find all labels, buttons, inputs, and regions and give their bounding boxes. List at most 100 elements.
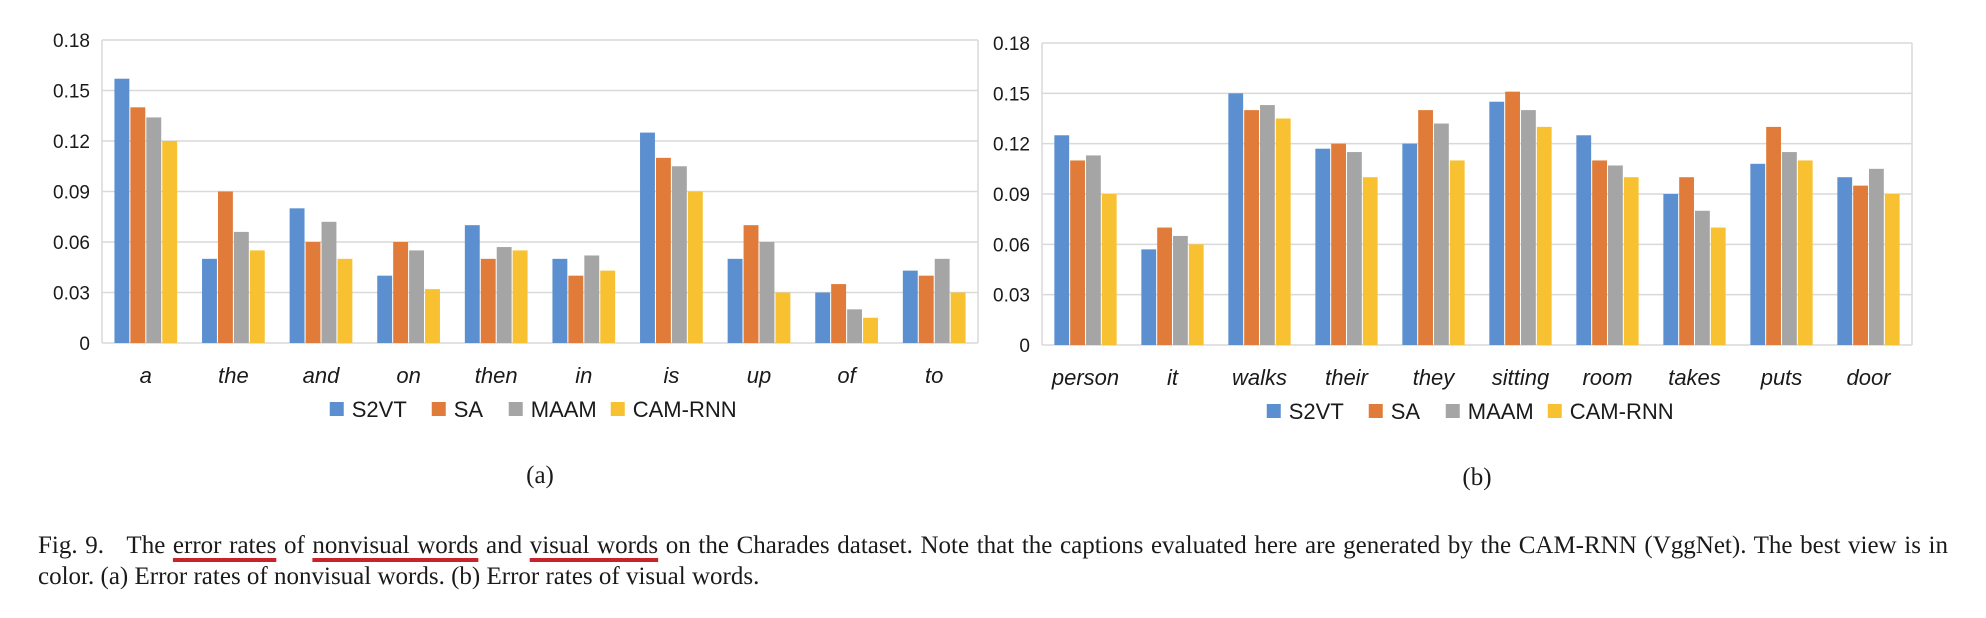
bar-s2vt-takes (1663, 194, 1679, 345)
x-category-label: on (396, 363, 420, 388)
bar-maam-their (1347, 152, 1362, 345)
x-category-label: a (140, 363, 152, 388)
bar-sa-in (568, 275, 584, 343)
x-category-label: puts (1760, 365, 1803, 390)
bar-sa-sitting (1505, 91, 1520, 346)
bar-maam-to (934, 258, 950, 343)
legend-label-cam-rnn: CAM-RNN (1570, 399, 1674, 424)
legend-swatch-cam-rnn (610, 402, 625, 416)
chart-panel-b: 0 0.03 0.06 0.09 0.12 0.15 0.18 person it walks th… (993, 34, 1913, 491)
bar-s2vt-to (902, 270, 918, 343)
bar-sa-they (1418, 110, 1433, 345)
bar-cam-rnn-and (337, 258, 353, 343)
legend-swatch-cam-rnn (1547, 404, 1562, 418)
caption-text-2: of (276, 532, 313, 559)
bar-s2vt-door (1837, 177, 1853, 345)
x-category-label: door (1846, 365, 1892, 390)
x-category-label: is (663, 363, 679, 388)
x-category-label: the (218, 363, 249, 388)
legend-swatch-maam (508, 402, 523, 416)
bar-maam-a (146, 117, 162, 343)
bar-s2vt-then (464, 225, 480, 343)
bar-cam-rnn-up (775, 292, 791, 343)
caption-text-4: on the Charades dataset. Note that the c… (38, 532, 1948, 590)
bar-sa-to (918, 275, 934, 343)
legend-label-sa: SA (454, 397, 484, 422)
x-category-label: walks (1232, 365, 1287, 390)
bar-cam-rnn-person (1101, 194, 1117, 345)
x-category-label: in (575, 363, 592, 388)
x-category-label: to (925, 363, 943, 388)
bar-maam-door (1869, 168, 1884, 345)
bar-cam-rnn-to (950, 292, 966, 343)
bar-cam-rnn-their (1362, 177, 1378, 345)
bar-maam-they (1434, 123, 1449, 346)
legend-swatch-maam (1445, 404, 1460, 418)
bar-s2vt-their (1315, 148, 1331, 345)
figure-caption: Fig. 9. The error rates of nonvisual wor… (38, 530, 1948, 592)
bar-sa-it (1157, 227, 1172, 345)
bar-s2vt-walks (1228, 93, 1244, 345)
bar-s2vt-it (1141, 249, 1157, 345)
bar-cam-rnn-sitting (1536, 126, 1552, 345)
legend-swatch-s2vt (1266, 404, 1281, 418)
bar-sa-walks (1244, 110, 1259, 345)
bar-cam-rnn-walks (1275, 118, 1291, 345)
bar-maam-up (759, 242, 775, 343)
x-category-label: it (1167, 365, 1179, 390)
bar-cam-rnn-in (600, 270, 616, 343)
bar-maam-it (1173, 235, 1188, 345)
x-category-label: room (1582, 365, 1632, 390)
chart-panel-a: 0 0.03 0.06 0.09 0.12 0.15 0.18 a the and on then in… (53, 31, 979, 489)
caption-text-3: and (478, 532, 530, 559)
bar-sa-room (1592, 160, 1607, 345)
bar-maam-the (233, 231, 249, 343)
bar-cam-rnn-of (863, 317, 878, 343)
bar-sa-person (1070, 160, 1085, 345)
bar-cam-rnn-then (512, 250, 528, 343)
bar-sa-of (831, 284, 847, 343)
legend-label-s2vt: S2VT (352, 397, 407, 422)
bar-s2vt-on (377, 275, 393, 343)
legend-label-maam: MAAM (531, 397, 597, 422)
bar-s2vt-in (552, 258, 568, 343)
bar-maam-puts (1782, 152, 1797, 345)
bar-s2vt-they (1402, 143, 1418, 345)
bar-sa-then (480, 258, 496, 343)
caption-prefix: Fig. 9. (38, 532, 104, 559)
bar-cam-rnn-door (1884, 194, 1900, 345)
bar-s2vt-up (727, 258, 743, 343)
bar-maam-then (496, 247, 512, 343)
bar-maam-takes (1695, 210, 1710, 345)
y-tick-label: 0.12 (53, 132, 90, 153)
bar-s2vt-puts (1750, 163, 1766, 345)
bar-cam-rnn-a (162, 141, 178, 343)
bar-maam-and (321, 221, 337, 343)
y-tick-label: 0.12 (993, 135, 1030, 156)
y-tick-label: 0.18 (53, 31, 90, 52)
y-tick-label: 0.03 (53, 284, 90, 305)
legend-label-maam: MAAM (1468, 399, 1534, 424)
panel-label: (b) (1462, 464, 1491, 491)
x-category-label: they (1413, 365, 1457, 390)
bar-maam-room (1608, 165, 1623, 345)
x-category-label: sitting (1492, 365, 1550, 390)
bar-maam-sitting (1521, 110, 1536, 345)
x-category-label: up (747, 363, 771, 388)
bar-sa-a (130, 107, 146, 343)
bar-cam-rnn-it (1188, 244, 1204, 345)
caption-underlined-error-rates: error rates (172, 532, 277, 559)
bar-sa-door (1853, 185, 1868, 345)
y-tick-label: 0.18 (993, 34, 1030, 55)
bar-s2vt-sitting (1489, 101, 1505, 345)
caption-underlined-visual-words: visual words (529, 532, 659, 559)
bar-cam-rnn-room (1623, 177, 1639, 345)
y-tick-label: 0 (1019, 336, 1030, 357)
x-category-label: person (1051, 365, 1119, 390)
y-tick-label: 0.06 (993, 235, 1030, 256)
bar-sa-on (393, 242, 409, 343)
bar-s2vt-room (1576, 135, 1592, 345)
x-category-label: their (1325, 365, 1369, 390)
figure-canvas: 0 0.03 0.06 0.09 0.12 0.15 0.18 a the and on then in… (53, 31, 1913, 491)
bar-sa-their (1331, 143, 1346, 345)
